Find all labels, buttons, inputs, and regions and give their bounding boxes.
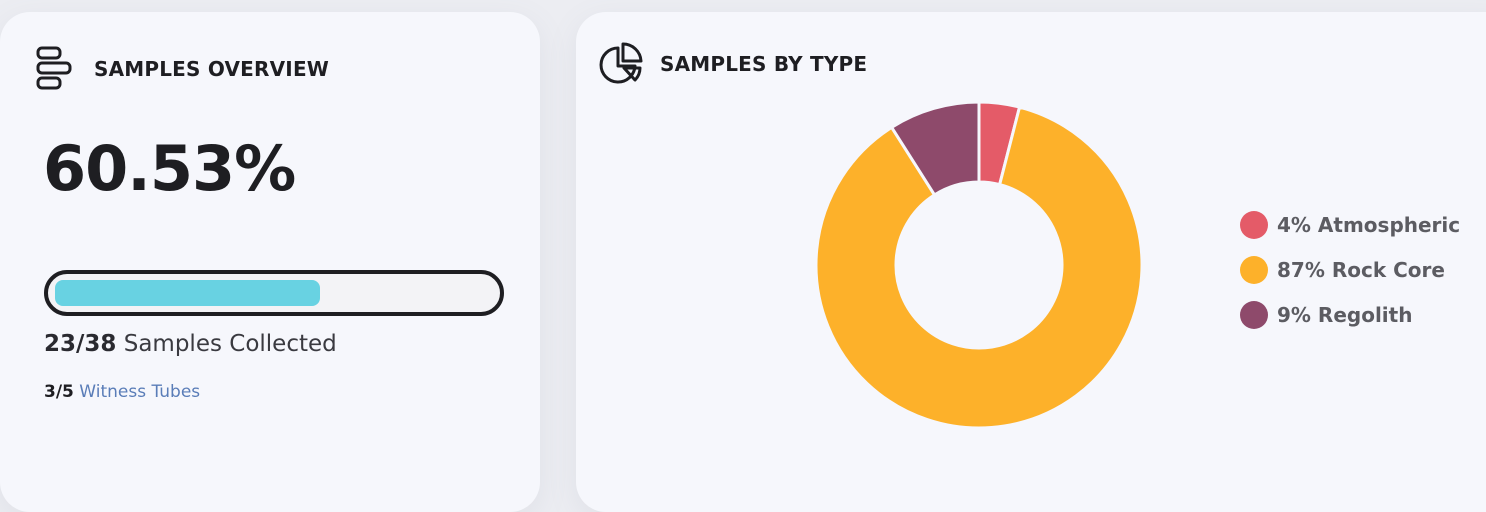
samples-collected: 23/38 Samples Collected: [44, 331, 337, 357]
overview-header: SAMPLES OVERVIEW: [36, 46, 329, 92]
overview-percent: 60.53%: [43, 132, 296, 205]
samples-collected-label: Samples Collected: [123, 331, 337, 357]
donut-slice-rock-core[interactable]: [814, 105, 1144, 430]
samples-by-type-card: SAMPLES BY TYPE 4% Atmospheric 87% Rock …: [576, 12, 1486, 512]
samples-overview-card: SAMPLES OVERVIEW 60.53% 23/38 Samples Co…: [0, 12, 540, 512]
list-bars-icon: [36, 46, 72, 92]
legend-label-atmospheric: 4% Atmospheric: [1277, 212, 1461, 237]
donut-slice-regolith[interactable]: [889, 100, 981, 197]
pie-chart-icon: [598, 42, 644, 86]
legend-dot-rock-core: [1240, 255, 1268, 284]
samples-donut-chart: [814, 100, 1144, 430]
chart-legend: 4% Atmospheric 87% Rock Core 9% Regolith: [1240, 202, 1460, 337]
legend-dot-regolith: [1240, 300, 1268, 329]
witness-tubes-count: 3/5: [44, 382, 74, 402]
witness-tubes: 3/5 Witness Tubes: [44, 382, 200, 402]
legend-label-rock-core: 87% Rock Core: [1277, 257, 1445, 282]
legend-label-regolith: 9% Regolith: [1277, 302, 1413, 327]
witness-tubes-label: Witness Tubes: [79, 382, 201, 402]
legend-item-atmospheric[interactable]: 4% Atmospheric: [1240, 202, 1460, 247]
type-header: SAMPLES BY TYPE: [598, 42, 867, 86]
type-title: SAMPLES BY TYPE: [660, 52, 868, 76]
samples-collected-count: 23/38: [44, 331, 117, 357]
legend-item-rock-core[interactable]: 87% Rock Core: [1240, 247, 1460, 292]
overview-title: SAMPLES OVERVIEW: [94, 57, 330, 81]
legend-item-regolith[interactable]: 9% Regolith: [1240, 292, 1460, 337]
legend-dot-atmospheric: [1240, 210, 1268, 239]
samples-progress-fill: [55, 280, 320, 306]
samples-progress-bar: [44, 270, 504, 316]
